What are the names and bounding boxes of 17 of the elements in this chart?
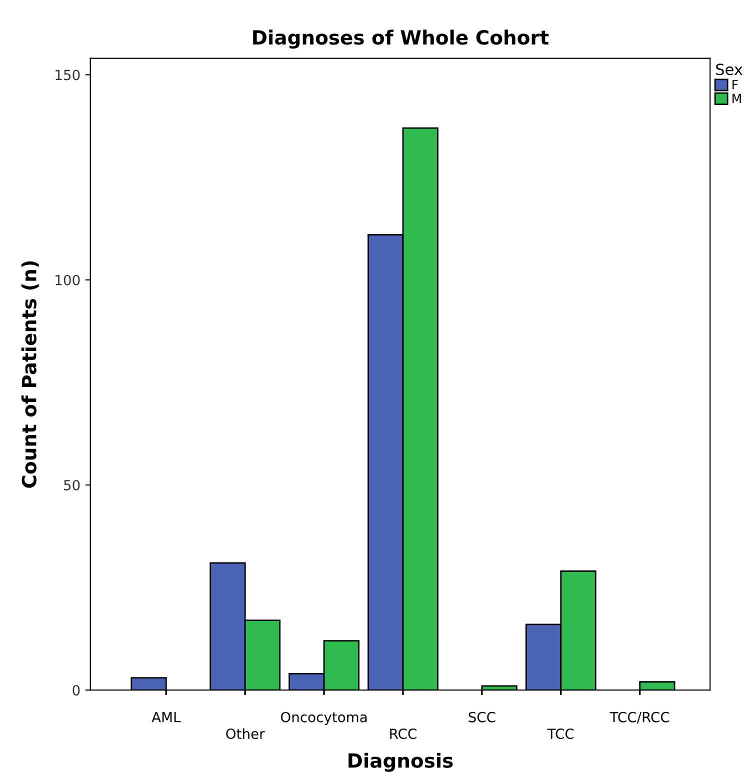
x-tick-label: TCC — [547, 728, 574, 740]
x-tick-label: RCC — [390, 728, 416, 740]
legend-label: M — [732, 94, 741, 103]
x-tick-label: AML — [152, 712, 181, 722]
y-tick-label: 0 — [72, 685, 80, 696]
x-tick-label: Oncocytoma — [280, 712, 367, 726]
y-tick-label: 100 — [56, 274, 80, 286]
chart-title: Diagnoses of Whole Cohort — [253, 30, 549, 49]
legend-title: Sex — [716, 64, 742, 76]
x-tick-label: Other — [226, 728, 265, 740]
x-axis-title: Diagnosis — [348, 752, 453, 772]
y-tick-label: 50 — [64, 480, 80, 490]
legend-label: F — [732, 80, 738, 90]
y-tick-label: 150 — [56, 70, 80, 80]
x-tick-label: TCC/RCC — [610, 712, 670, 724]
y-axis-title: Count of Patients (n) — [21, 261, 39, 488]
x-tick-label: SCC — [468, 712, 496, 722]
